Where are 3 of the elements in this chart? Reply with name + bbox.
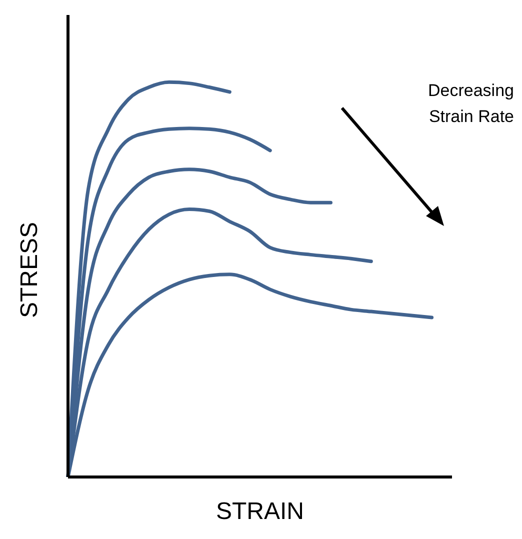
y-axis-title: STRESS bbox=[16, 222, 44, 318]
x-axis-title: STRAIN bbox=[214, 498, 305, 526]
annotation: Decreasing Strain Rate bbox=[427, 80, 514, 128]
